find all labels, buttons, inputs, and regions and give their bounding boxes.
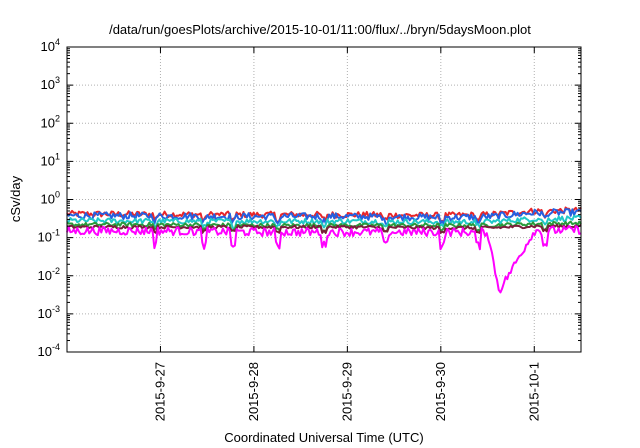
y-tick-label: 100 — [41, 190, 60, 207]
chart-title: /data/run/goesPlots/archive/2015-10-01/1… — [109, 22, 531, 37]
series-line-1 — [66, 206, 582, 224]
y-tick-label: 104 — [41, 37, 60, 54]
grid — [67, 47, 581, 352]
x-axis: 2015-9-27 2015-9-28 2015-9-29 2015-9-30 2015… — [152, 47, 541, 421]
series-line-2 — [66, 208, 582, 226]
x-tick-label: 2015-9-28 — [246, 362, 261, 421]
y-tick-label: 10-4 — [38, 342, 60, 359]
y-tick-label: 103 — [41, 75, 60, 92]
x-tick-label: 2015-9-27 — [152, 362, 167, 421]
x-tick-label: 2015-9-30 — [433, 362, 448, 421]
y-tick-label: 10-3 — [38, 304, 60, 321]
series-group — [66, 206, 582, 294]
x-tick-label: 2015-9-29 — [339, 362, 354, 421]
series-line-5 — [66, 223, 582, 234]
x-axis-label: Coordinated Universal Time (UTC) — [224, 430, 423, 445]
y-tick-label: 101 — [41, 151, 60, 168]
y-tick-label: 10-1 — [38, 228, 60, 245]
series-line-6 — [66, 225, 582, 294]
y-axis-label: cSv/day — [8, 175, 23, 222]
x-tick-label: 2015-10-1 — [526, 362, 541, 421]
y-axis: 104 103 102 101 100 10-1 10-2 10-3 10-4 — [38, 37, 581, 359]
y-tick-label: 102 — [41, 113, 60, 130]
y-tick-label: 10-2 — [38, 266, 60, 283]
series-line-3 — [66, 214, 582, 230]
plot-frame — [66, 46, 582, 353]
